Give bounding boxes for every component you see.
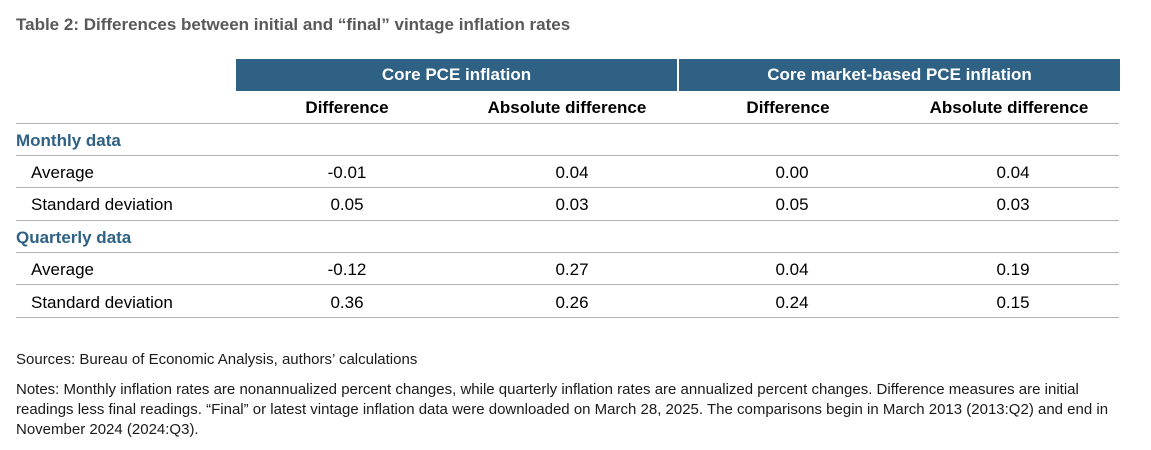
section-label-quarterly: Quarterly data [16,228,132,247]
cell-quarterly-average-core-difference: -0.12 [327,260,367,279]
row-label-quarterly-std-dev: Standard deviation [31,293,173,312]
section-label-monthly: Monthly data [16,131,121,150]
divider-line [16,187,1119,188]
divider-line [16,284,1119,285]
cell-monthly-average-market-absolute: 0.04 [996,163,1030,182]
divider-line [16,123,1119,124]
cell-monthly-average-core-difference: -0.01 [327,163,367,182]
sub-column-absolute-difference-1: Absolute difference [487,98,647,117]
cell-quarterly-average-market-difference: 0.04 [775,260,809,279]
cell-quarterly-std-core-absolute: 0.26 [555,293,589,312]
cell-quarterly-average-market-absolute: 0.19 [996,260,1030,279]
cell-monthly-std-core-absolute: 0.03 [555,195,589,214]
sub-column-absolute-difference-2: Absolute difference [929,98,1089,117]
divider-line [16,155,1119,156]
cell-quarterly-std-market-difference: 0.24 [775,293,809,312]
column-group-market-based-pce: Core market-based PCE inflation [767,65,1032,84]
table-title: Table 2: Differences between initial and… [16,15,571,34]
cell-monthly-std-core-difference: 0.05 [330,195,364,214]
divider-line [16,220,1119,221]
divider-line [16,317,1119,318]
cell-quarterly-std-core-difference: 0.36 [330,293,364,312]
cell-monthly-std-market-absolute: 0.03 [996,195,1030,214]
cell-quarterly-average-core-absolute: 0.27 [555,260,589,279]
row-label-monthly-std-dev: Standard deviation [31,195,173,214]
row-label-monthly-average: Average [31,163,95,182]
sub-column-difference-1: Difference [305,98,389,117]
cell-monthly-std-market-difference: 0.05 [775,195,809,214]
cell-monthly-average-market-difference: 0.00 [775,163,809,182]
column-group-core-pce: Core PCE inflation [381,65,532,84]
notes-text: Notes: Monthly inflation rates are nonan… [16,381,1109,438]
cell-monthly-average-core-absolute: 0.04 [555,163,589,182]
cell-quarterly-std-market-absolute: 0.15 [996,293,1030,312]
sources-note: Sources: Bureau of Economic Analysis, au… [16,351,418,368]
row-label-quarterly-average: Average [31,260,95,279]
divider-line [16,252,1119,253]
sub-column-difference-2: Difference [746,98,830,117]
